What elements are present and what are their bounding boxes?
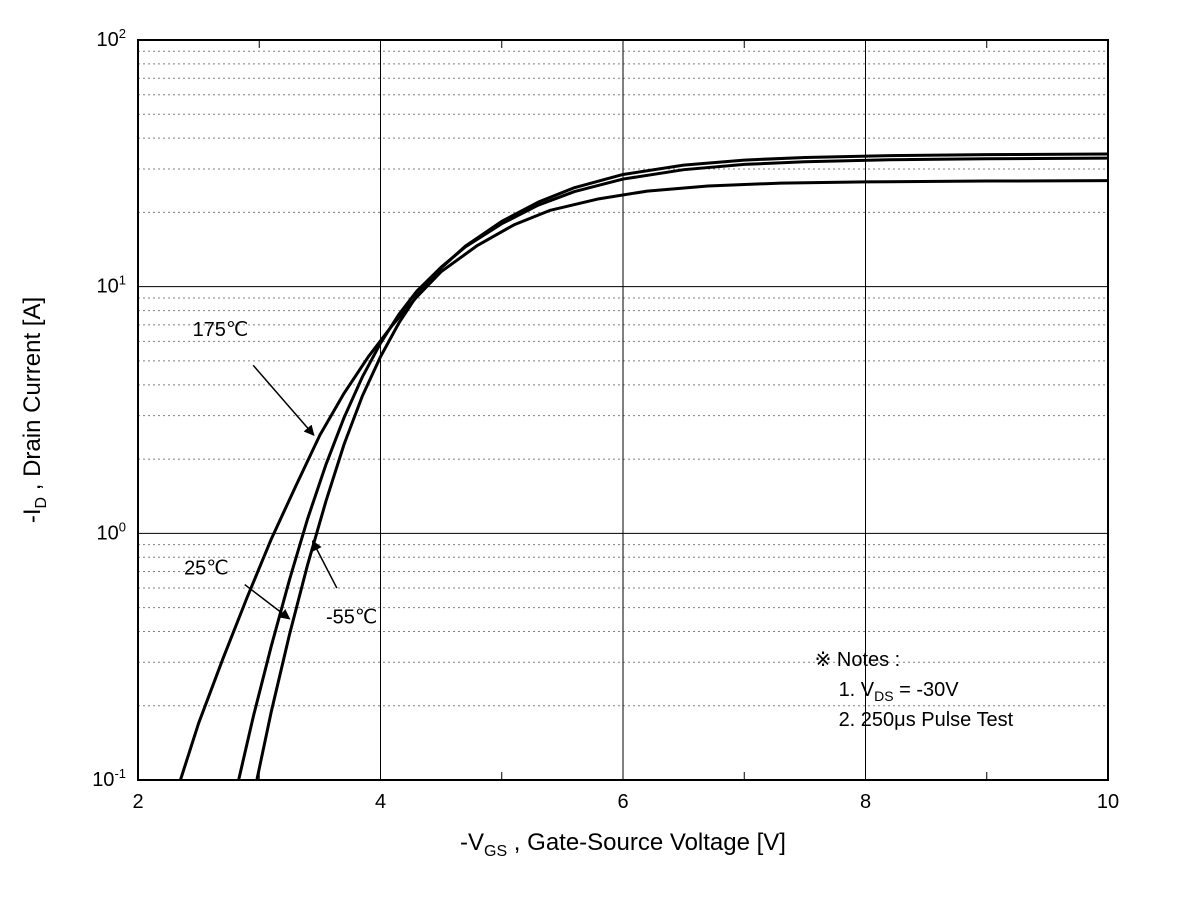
series-label-25℃: 25℃ — [184, 558, 229, 580]
notes-header: ※ Notes : — [815, 649, 901, 671]
y-axis-label: -ID , Drain Current [A] — [19, 297, 50, 523]
notes-line-1: 1. VDS = -30V — [839, 679, 960, 704]
series-label-175℃: 175℃ — [193, 319, 249, 341]
x-tick-4: 4 — [375, 791, 386, 813]
x-tick-10: 10 — [1097, 791, 1119, 813]
notes-line-2: 2. 250μs Pulse Test — [839, 709, 1014, 731]
x-tick-2: 2 — [132, 791, 143, 813]
x-tick-8: 8 — [860, 791, 871, 813]
chart-container: 175℃25℃-55℃24681010-1100101102-VGS , Gat… — [0, 0, 1177, 904]
transfer-characteristics-chart: 175℃25℃-55℃24681010-1100101102-VGS , Gat… — [0, 0, 1177, 904]
x-tick-6: 6 — [617, 791, 628, 813]
series-label--55℃: -55℃ — [326, 607, 377, 629]
x-axis-label: -VGS , Gate-Source Voltage [V] — [460, 829, 786, 860]
